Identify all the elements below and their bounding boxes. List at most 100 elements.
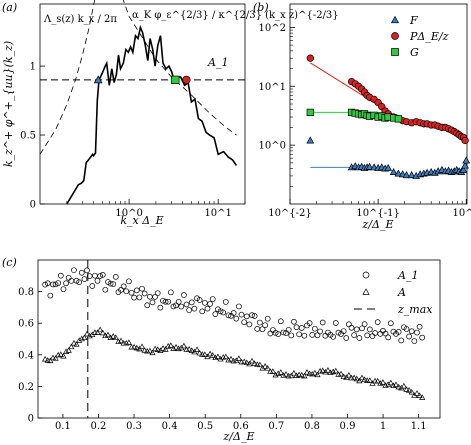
panel-c-point (395, 329, 402, 335)
panel-c-point (204, 353, 211, 360)
panel-c-point (68, 277, 75, 284)
panel-c-point (152, 293, 158, 300)
panel-c-point (92, 272, 98, 279)
panel-c-point (175, 298, 182, 305)
panel-c-point (361, 321, 368, 327)
panel-c-point (322, 332, 329, 339)
panel-c-point (139, 285, 145, 292)
panel-c-point (160, 297, 166, 304)
panel-c-point (202, 299, 208, 306)
panel-c-point (60, 286, 67, 293)
panel-c-point (348, 324, 355, 331)
panel-c-point (128, 289, 135, 296)
panel-b-point (306, 136, 315, 144)
panel-c-point (235, 355, 242, 361)
panel-c-point (236, 303, 242, 310)
panel-c-point (52, 281, 59, 288)
panel-a-spectrum-line (66, 24, 238, 205)
panel-c-point (377, 330, 384, 337)
panel-b-legend-label: F (409, 14, 418, 27)
panel-c-point (261, 363, 269, 369)
panel-c-point (267, 330, 274, 337)
panel-c-point (44, 280, 51, 287)
panel-c-point (144, 302, 151, 309)
panel-c-point (285, 326, 292, 333)
panel-c-point (125, 339, 133, 345)
panel-c-point (369, 333, 376, 340)
panel-c-point (112, 274, 119, 280)
panel-c-point (225, 356, 232, 363)
panel-a-ytick-label: 1 (30, 62, 36, 73)
panel-c-point (71, 267, 77, 274)
panel-c-point (280, 372, 287, 378)
panel-c-point (340, 373, 347, 380)
panel-c-point (385, 381, 392, 387)
panel-c-xtick-label: 0.1 (55, 421, 71, 432)
panel-a-asymptote-line (122, 0, 237, 136)
panel-c-point (353, 326, 360, 333)
panel-c-point (170, 303, 177, 310)
panel-a-hline-label: A_1 (207, 56, 228, 69)
panel-c-point (314, 371, 321, 378)
panel-b-point (407, 171, 416, 179)
panel-a-anno-right: α_K φ_ε^{2/3} / κ^{2/3} (k_x z)^{-2/3} (132, 10, 339, 21)
panel-b-legend-marker (391, 32, 399, 40)
panel-c-point (47, 292, 54, 299)
panel-c-point (157, 304, 164, 311)
panel-c-point (246, 321, 253, 328)
panel-c-point (212, 311, 219, 317)
panel-c-point (398, 337, 405, 344)
panel-c-point (97, 326, 104, 333)
panel-c-point (411, 338, 418, 344)
panel-c-point (186, 346, 193, 352)
panel-c-point (141, 290, 148, 297)
panel-c-point (50, 281, 56, 288)
panel-c-point (84, 267, 90, 274)
panel-c-point (201, 351, 208, 357)
panel-c-point (170, 345, 177, 351)
panel-a-ylabel: k_z^+ φ^+_{uu}(k_z) (2, 41, 15, 167)
panel-c-point (374, 319, 381, 325)
panel-c-point (220, 309, 227, 316)
panel-a-asymptote-line (39, 0, 96, 155)
panel-c-point (117, 337, 125, 344)
panel-c-point (243, 359, 250, 366)
panel-b-point (306, 108, 314, 117)
panel-c-point (42, 355, 49, 362)
panel-c-point (126, 278, 132, 285)
panel-a-marker-circle (182, 75, 191, 85)
panel-c-point (52, 355, 59, 361)
panel-b-point (365, 162, 374, 170)
panel-c-point (99, 329, 106, 336)
panel-c-point (275, 331, 282, 337)
panel-c-point (73, 341, 80, 347)
panel-c-point (131, 343, 138, 350)
panel-b-point (462, 156, 471, 164)
panel-c-point (303, 369, 311, 375)
panel-c-point (346, 321, 352, 328)
panel-c-point (241, 319, 247, 326)
panel-c-point (57, 351, 64, 357)
panel-c-point (172, 343, 180, 350)
panel-c-point (243, 313, 250, 320)
panel-c-point (188, 347, 195, 353)
panel-a-ytick-label: 0 (30, 200, 36, 211)
panel-c-point (133, 287, 140, 294)
panel-c-point (49, 354, 57, 361)
panel-c-point (272, 371, 279, 378)
panel-c-point (212, 354, 219, 361)
panel-c-point (165, 298, 172, 305)
panel-c-point (382, 330, 389, 337)
panel-c-point (131, 294, 138, 301)
panel-b-point (461, 161, 469, 169)
panel-b-legend-marker (390, 15, 400, 24)
panel-c-point (238, 311, 245, 318)
panel-c-point (241, 358, 248, 365)
panel-c-point (309, 332, 316, 338)
panel-c-xtick-label: 0.7 (268, 421, 284, 432)
panel-a-frame (39, 3, 246, 205)
panel-c-point (94, 277, 101, 284)
panel-c-point (324, 367, 332, 373)
panel-b-legend-label: G (410, 46, 419, 59)
panel-c-point (207, 350, 214, 357)
